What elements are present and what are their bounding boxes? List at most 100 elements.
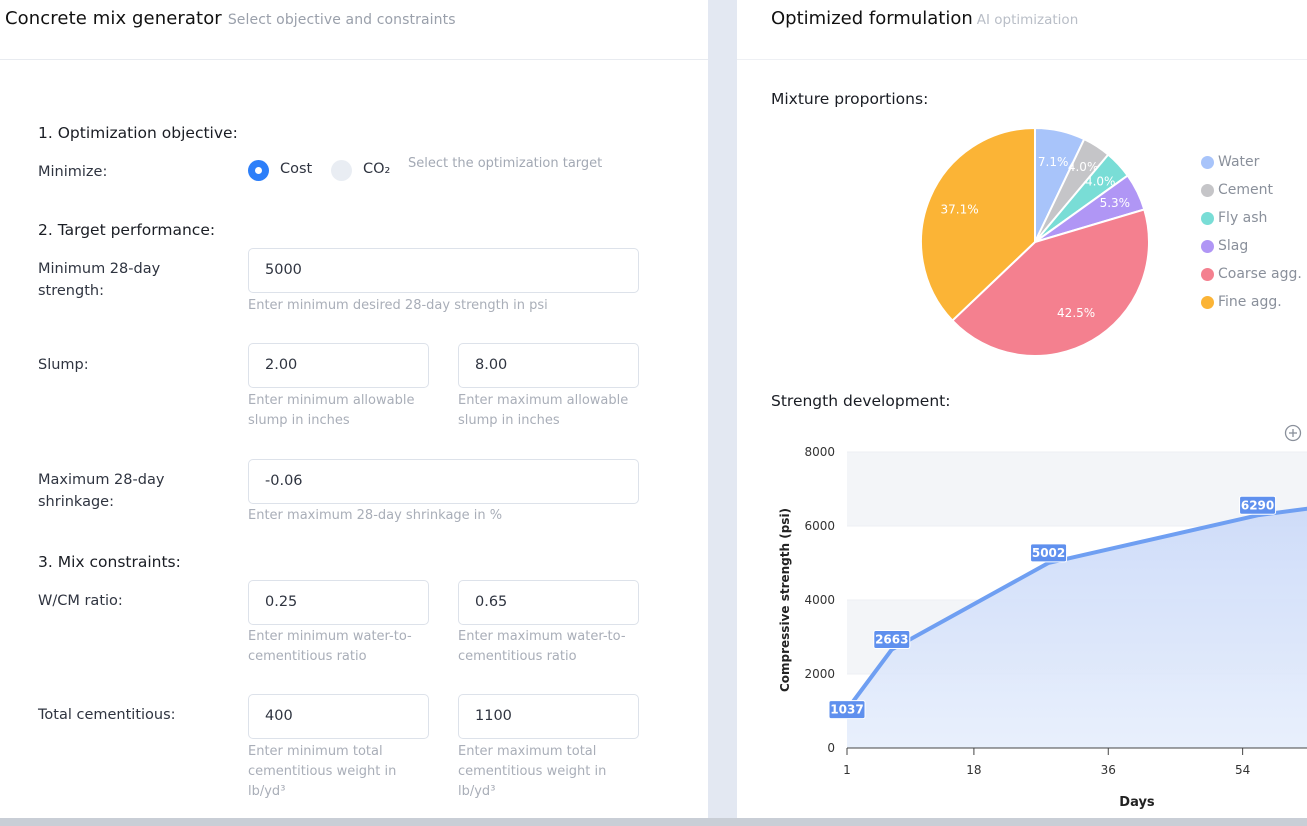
formulation-title: Optimized formulation AI optimization <box>771 8 1078 29</box>
panel-header: Concrete mix generator Select objective a… <box>0 0 708 60</box>
strength-label-line1: Minimum 28-day <box>38 261 161 277</box>
mixture-proportions-title: Mixture proportions: <box>771 90 929 108</box>
x-tick-label: 54 <box>1235 763 1250 777</box>
wcm-label: W/CM ratio: <box>38 593 123 609</box>
wcm-max-hint-line1: Enter maximum water-to- <box>458 629 626 644</box>
legend-swatch <box>1201 267 1214 281</box>
data-label-box <box>1030 543 1068 563</box>
minimize-label: Minimize: <box>38 164 108 180</box>
legend-item[interactable]: Fine agg. <box>1201 288 1302 316</box>
shrinkage-label: Maximum 28-day shrinkage: <box>38 469 164 513</box>
tc-max-input[interactable]: 1100 <box>458 694 639 739</box>
section-title-constraints: 3. Mix constraints: <box>38 553 181 571</box>
slump-label: Slump: <box>38 357 89 373</box>
y-tick-label: 8000 <box>804 445 835 459</box>
y-tick-label: 0 <box>827 741 835 755</box>
slump-max-hint-line2: slump in inches <box>458 413 560 428</box>
tc-min-hint-line3: lb/yd³ <box>248 784 286 799</box>
data-label-box <box>873 629 911 649</box>
legend-item[interactable]: Slag <box>1201 232 1302 260</box>
bottom-scrollbar <box>0 818 1307 826</box>
formulation-panel: Optimized formulation AI optimization Mix… <box>737 0 1307 818</box>
min-strength-hint: Enter minimum desired 28-day strength in… <box>248 298 548 313</box>
slump-max-hint-line1: Enter maximum allowable <box>458 393 629 408</box>
wcm-max-input[interactable]: 0.65 <box>458 580 639 625</box>
data-label: 5002 <box>1032 546 1065 560</box>
y-tick-label: 6000 <box>804 519 835 533</box>
strength-label-line2: strength: <box>38 283 104 299</box>
data-label-box <box>828 700 866 720</box>
tc-max-hint: Enter maximum total cementitious weight … <box>458 742 606 802</box>
mix-generator-panel: Concrete mix generator Select objective a… <box>0 0 708 818</box>
slump-min-hint-line2: slump in inches <box>248 413 350 428</box>
legend-label: Cement <box>1218 182 1274 198</box>
panel-title: Concrete mix generator Select objective a… <box>5 8 456 29</box>
mixture-pie-chart: 7.1% 4.0%4.0%5.3%42.5%37.1% <box>920 126 1150 357</box>
slump-max-hint: Enter maximum allowable slump in inches <box>458 391 628 431</box>
x-tick-label: 36 <box>1101 763 1116 777</box>
slump-min-input[interactable]: 2.00 <box>248 343 429 388</box>
legend-item[interactable]: Cement <box>1201 176 1302 204</box>
strength-development-title: Strength development: <box>771 392 951 410</box>
data-label-box <box>1239 495 1277 515</box>
formulation-title-text: Optimized formulation <box>771 8 973 29</box>
tc-min-hint-line1: Enter minimum total <box>248 744 383 759</box>
strength-area <box>847 508 1307 748</box>
radio-co2[interactable] <box>331 160 352 181</box>
wcm-min-hint-line1: Enter minimum water-to- <box>248 629 412 644</box>
legend-item[interactable]: Coarse agg. <box>1201 260 1302 288</box>
tc-min-input[interactable]: 400 <box>248 694 429 739</box>
formulation-subtitle: AI optimization <box>976 12 1079 28</box>
radio-cost-label[interactable]: Cost <box>280 161 313 177</box>
wcm-min-input[interactable]: 0.25 <box>248 580 429 625</box>
legend-label: Fine agg. <box>1218 294 1282 310</box>
formulation-header: Optimized formulation AI optimization <box>737 0 1307 60</box>
tc-max-hint-line3: lb/yd³ <box>458 784 496 799</box>
strength-label: Minimum 28-day strength: <box>38 258 160 302</box>
data-label: 2663 <box>875 632 908 646</box>
panel-subtitle: Select objective and constraints <box>227 12 456 28</box>
pie-value-label: 5.3% <box>1100 196 1131 210</box>
tc-min-hint: Enter minimum total cementitious weight … <box>248 742 396 802</box>
tc-max-hint-line1: Enter maximum total <box>458 744 597 759</box>
max-shrinkage-input[interactable]: -0.06 <box>248 459 639 504</box>
radio-cost[interactable] <box>248 160 269 181</box>
legend-item[interactable]: Fly ash <box>1201 204 1302 232</box>
pie-value-label: 4.0% <box>1085 175 1116 189</box>
total-cementitious-label: Total cementitious: <box>38 707 176 723</box>
pie-legend: Water Cement Fly ash Slag Coarse agg. Fine ag… <box>1201 148 1302 316</box>
legend-label: Slag <box>1218 238 1249 254</box>
panel-title-text: Concrete mix generator <box>5 8 222 29</box>
strength-area-chart: 02000400060008000118365472DaysCompressiv… <box>778 445 1307 810</box>
min-strength-input[interactable]: 5000 <box>248 248 639 293</box>
minimize-hint: Select the optimization target <box>408 156 603 171</box>
zoom-in-icon[interactable] <box>1284 424 1302 442</box>
pie-slice-fine-agg[interactable] <box>920 126 1036 322</box>
legend-item[interactable]: Water <box>1201 148 1302 176</box>
strength-line <box>845 506 1307 711</box>
max-shrinkage-hint: Enter maximum 28-day shrinkage in % <box>248 508 503 523</box>
wcm-max-hint-line2: cementitious ratio <box>458 649 577 664</box>
legend-label: Water <box>1218 154 1260 170</box>
wcm-min-hint-line2: cementitious ratio <box>248 649 367 664</box>
legend-swatch <box>1201 239 1214 253</box>
pie-value-label: 37.1% <box>941 203 979 217</box>
pie-value-label: 7.1% <box>1038 155 1069 169</box>
slump-min-hint-line1: Enter minimum allowable <box>248 393 415 408</box>
shrinkage-label-line2: shrinkage: <box>38 494 114 510</box>
section-title-performance: 2. Target performance: <box>38 221 216 239</box>
legend-swatch <box>1201 155 1214 169</box>
shrinkage-label-line1: Maximum 28-day <box>38 472 165 488</box>
pie-slice-coarse-agg[interactable] <box>950 208 1150 357</box>
slump-max-input[interactable]: 8.00 <box>458 343 639 388</box>
x-axis-title: Days <box>1119 795 1155 810</box>
radio-co2-label[interactable]: CO₂ <box>363 161 391 177</box>
data-label: 1037 <box>830 703 863 717</box>
wcm-max-hint: Enter maximum water-to- cementitious rat… <box>458 627 626 667</box>
data-label: 6290 <box>1241 498 1274 512</box>
section-title-objective: 1. Optimization objective: <box>38 124 238 142</box>
panel-gutter <box>708 0 737 818</box>
grid-band <box>847 452 1307 526</box>
x-tick-label: 1 <box>843 763 851 777</box>
legend-swatch <box>1201 183 1214 197</box>
